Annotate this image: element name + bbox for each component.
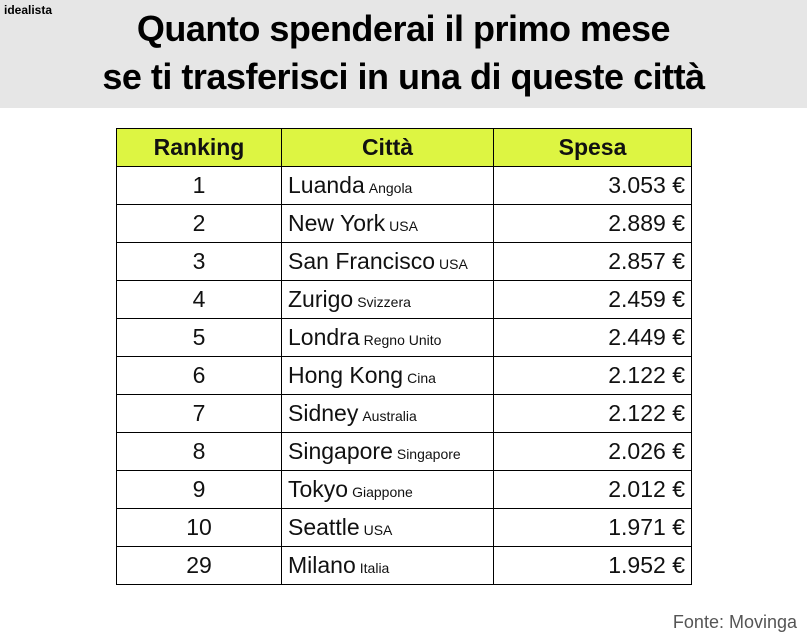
- header: idealista Quanto spenderai il primo mese…: [0, 0, 807, 108]
- row: 3 San Francisco USA 2.857 €: [116, 242, 692, 281]
- city: Hong Kong: [288, 362, 404, 388]
- city: San Francisco: [288, 248, 436, 274]
- spesa-cell: 2.889 €: [493, 204, 692, 243]
- ranking-cell: 29: [116, 546, 282, 585]
- city-cell: Zurigo Svizzera: [281, 280, 494, 319]
- ranking-cell: 9: [116, 470, 282, 509]
- spesa-cell: 1.952 €: [493, 546, 692, 585]
- city: Londra: [288, 324, 360, 350]
- city-cell: San Francisco USA: [281, 242, 494, 281]
- country: Singapore: [396, 446, 461, 462]
- spesa-cell: 2.122 €: [493, 394, 692, 433]
- spesa-cell: 2.459 €: [493, 280, 692, 319]
- country: Regno Unito: [363, 332, 442, 348]
- spesa-cell: 3.053 €: [493, 166, 692, 205]
- city-cell: Sidney Australia: [281, 394, 494, 433]
- ranking-cell: 4: [116, 280, 282, 319]
- city-cell: Londra Regno Unito: [281, 318, 494, 357]
- header-cell: Spesa: [493, 128, 692, 167]
- table: Ranking Città Spesa 1 Luanda Angola 3.053 €…: [116, 128, 692, 585]
- header-cell: Città: [281, 128, 494, 167]
- header-row: Ranking Città Spesa: [116, 128, 692, 167]
- country: Svizzera: [357, 294, 411, 310]
- title: Quanto spenderai il primo mese: [136, 8, 671, 49]
- country: USA: [389, 218, 418, 234]
- table-body: 1 Luanda Angola 3.053 €2 New York USA 2.889 €3…: [116, 166, 692, 585]
- ranking-cell: 5: [116, 318, 282, 357]
- source: Fonte: Movinga: [672, 612, 797, 632]
- city: New York: [288, 210, 386, 236]
- city: Seattle: [288, 514, 360, 540]
- city-cell: Hong Kong Cina: [281, 356, 494, 395]
- brand: idealista: [4, 3, 53, 17]
- city: Singapore: [288, 438, 393, 464]
- spesa-cell: 2.026 €: [493, 432, 692, 471]
- row: 6 Hong Kong Cina 2.122 €: [116, 356, 692, 395]
- header-cell: Ranking: [116, 128, 282, 167]
- row: 29 Milano Italia 1.952 €: [116, 546, 692, 585]
- country: Angola: [368, 180, 413, 196]
- spesa-cell: 2.449 €: [493, 318, 692, 357]
- country: USA: [363, 522, 393, 538]
- city: Luanda: [288, 172, 365, 198]
- city: Zurigo: [288, 286, 354, 312]
- row: 7 Sidney Australia 2.122 €: [116, 394, 692, 433]
- city-cell: Tokyo Giappone: [281, 470, 494, 509]
- spesa-cell: 2.857 €: [493, 242, 692, 281]
- row: 8 Singapore Singapore 2.026 €: [116, 432, 692, 471]
- city-cell: Seattle USA: [281, 508, 494, 547]
- row: 1 Luanda Angola 3.053 €: [116, 166, 692, 205]
- spesa-cell: 2.122 €: [493, 356, 692, 395]
- row: 4 Zurigo Svizzera 2.459 €: [116, 280, 692, 319]
- city-cell: Milano Italia: [281, 546, 494, 585]
- ranking-cell: 10: [116, 508, 282, 547]
- city: Sidney: [288, 400, 359, 426]
- ranking-cell: 1: [116, 166, 282, 205]
- country: USA: [439, 256, 468, 272]
- title: se ti trasferisci in una di queste città: [102, 56, 705, 97]
- ranking-cell: 8: [116, 432, 282, 471]
- country: Italia: [359, 560, 390, 576]
- ranking-cell: 7: [116, 394, 282, 433]
- ranking-cell: 6: [116, 356, 282, 395]
- row: 10 Seattle USA 1.971 €: [116, 508, 692, 547]
- row: 2 New York USA 2.889 €: [116, 204, 692, 243]
- spesa-cell: 1.971 €: [493, 508, 692, 547]
- country: Cina: [407, 370, 436, 386]
- ranking-cell: 2: [116, 204, 282, 243]
- row: 9 Tokyo Giappone 2.012 €: [116, 470, 692, 509]
- city: Tokyo: [288, 476, 349, 502]
- city-cell: Luanda Angola: [281, 166, 494, 205]
- country: Giappone: [352, 484, 413, 500]
- row: 5 Londra Regno Unito 2.449 €: [116, 318, 692, 357]
- city: Milano: [288, 552, 356, 578]
- ranking-cell: 3: [116, 242, 282, 281]
- country: Australia: [362, 408, 417, 424]
- city-cell: Singapore Singapore: [281, 432, 494, 471]
- city-cell: New York USA: [281, 204, 494, 243]
- spesa-cell: 2.012 €: [493, 470, 692, 509]
